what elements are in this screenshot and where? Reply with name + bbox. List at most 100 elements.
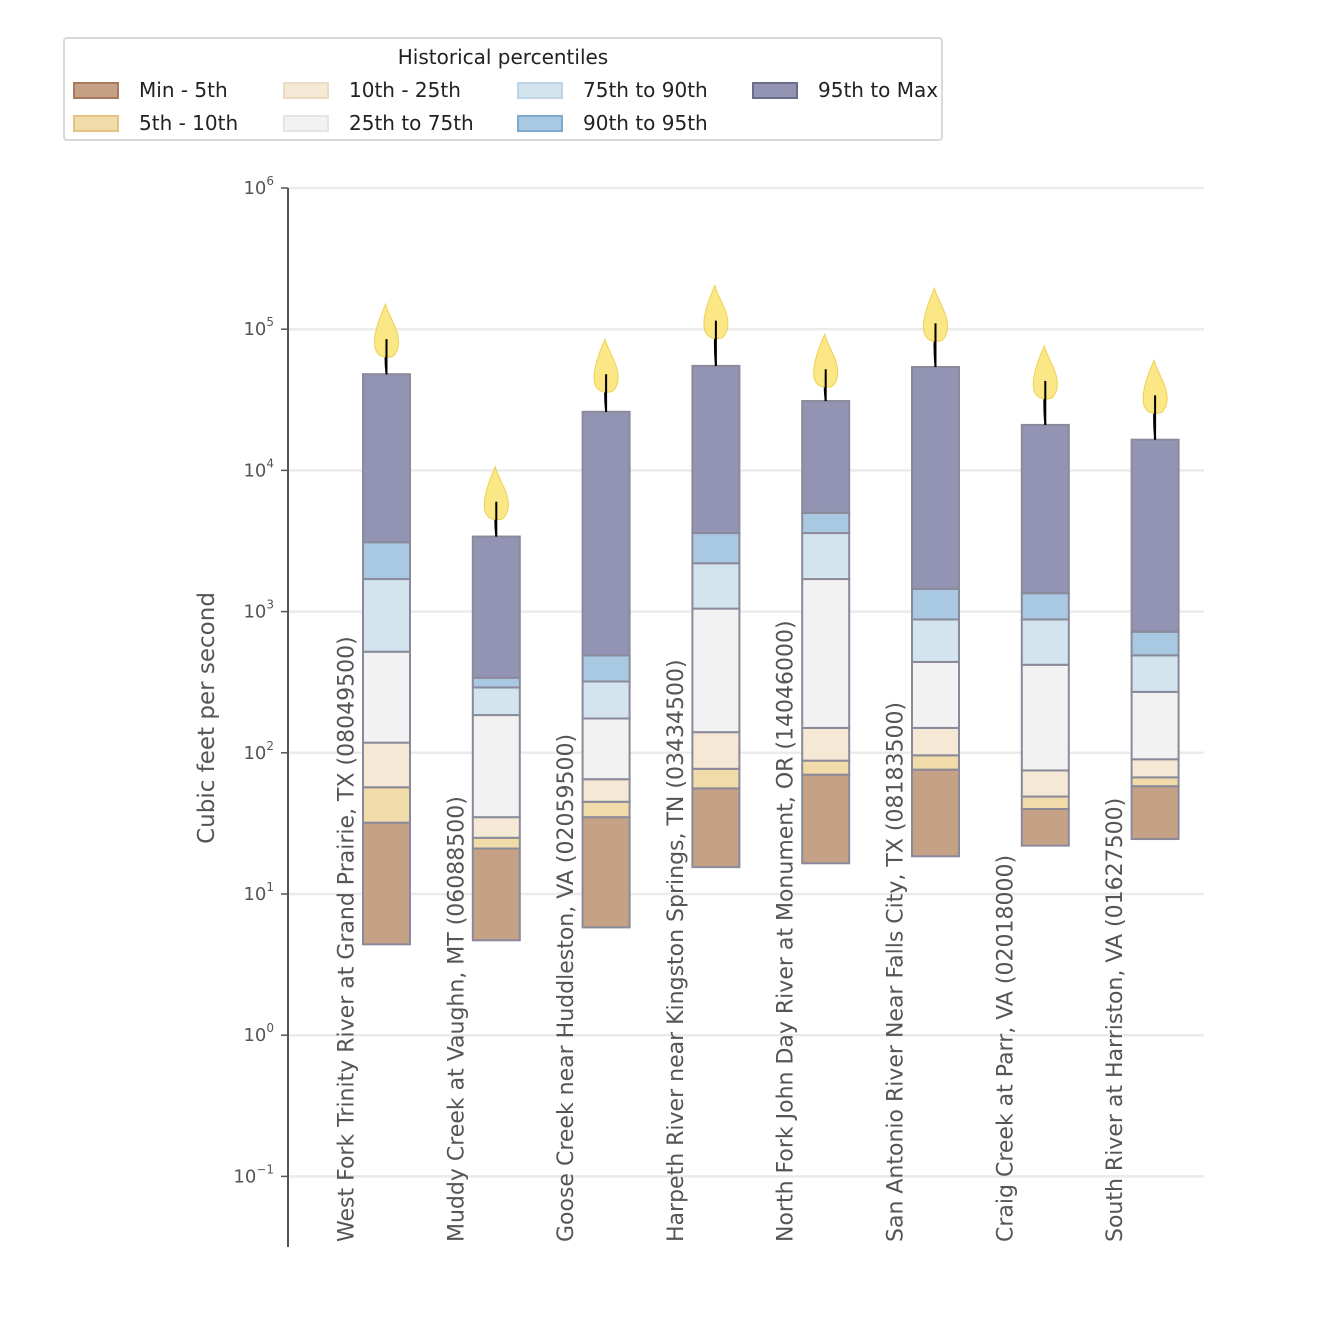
bar-segment <box>581 717 631 781</box>
bar-segment <box>801 578 851 729</box>
legend-label: 95th to Max <box>818 78 939 102</box>
legend-swatch <box>73 81 119 99</box>
bar-segment <box>911 618 960 663</box>
bar-segment <box>1130 776 1180 788</box>
bar-segment <box>911 754 960 771</box>
bar-segment <box>581 800 631 819</box>
legend: Historical percentiles Min - 5th 5th - 1… <box>63 37 943 141</box>
candle-flame <box>813 332 839 388</box>
bar-segment <box>1130 438 1180 633</box>
legend-swatch <box>752 81 798 99</box>
bar-segment <box>362 578 411 653</box>
category-label: Goose Creek near Huddleston, VA (0205950… <box>554 734 579 1242</box>
bar-segment <box>471 535 521 679</box>
bar-segment <box>1130 654 1180 693</box>
legend-label: 5th - 10th <box>139 111 239 135</box>
y-tick-label: 10−1 <box>233 1162 274 1187</box>
bar-segment <box>691 364 741 535</box>
bar-segment <box>471 847 521 942</box>
bar-segment <box>801 511 851 535</box>
bar-segment <box>1130 630 1180 657</box>
bar-segment <box>1020 663 1070 772</box>
y-tick-label: 104 <box>243 456 274 481</box>
bar-segment <box>801 759 851 776</box>
bar-segment <box>362 821 411 946</box>
bar-segment <box>362 650 411 744</box>
bar-segment <box>1020 795 1070 810</box>
legend-swatch <box>283 114 329 132</box>
legend-swatch <box>517 81 563 99</box>
bar-segment <box>691 562 741 610</box>
bar-segment <box>801 400 851 514</box>
bar-segment <box>581 680 631 720</box>
bar-segment <box>1130 758 1180 779</box>
bar-segment <box>471 816 521 839</box>
category-label: San Antonio River Near Falls City, TX (0… <box>884 702 909 1242</box>
legend-swatch <box>283 81 329 99</box>
y-axis-label: Cubic feet per second <box>194 592 220 844</box>
bar-segment <box>801 532 851 581</box>
bar-segment <box>581 816 631 929</box>
bar-segment <box>1130 690 1180 761</box>
legend-swatch <box>73 114 119 132</box>
bar-segment <box>1130 785 1180 841</box>
y-tick-label: 105 <box>243 315 274 340</box>
category-label: South River at Harriston, VA (01627500) <box>1103 798 1128 1242</box>
candle-flame <box>374 302 400 358</box>
category-label: Craig Creek at Parr, VA (02018000) <box>993 855 1018 1242</box>
candle-flame <box>483 465 509 521</box>
legend-item-min-5th: Min - 5th <box>73 78 228 102</box>
candle-flame <box>923 286 949 342</box>
bar-segment <box>471 714 521 819</box>
legend-item-5th-10th: 5th - 10th <box>73 111 238 135</box>
bar-segment <box>1020 769 1070 798</box>
bar-segment <box>801 773 851 865</box>
category-label: North Fork John Day River at Monument, O… <box>774 620 799 1242</box>
legend-item-25th-75th: 25th to 75th <box>283 111 474 135</box>
candle-flame <box>1032 344 1058 400</box>
bar-segment <box>1020 423 1070 595</box>
category-label: Harpeth River near Kingston Springs, TN … <box>664 659 689 1242</box>
bar-segment <box>1020 618 1070 666</box>
legend-swatch <box>517 114 563 132</box>
y-tick-label: 103 <box>243 598 274 623</box>
bar-segment <box>691 532 741 565</box>
category-label: Muddy Creek at Vaughn, MT (06088500) <box>444 796 469 1242</box>
bar-segment <box>471 686 521 717</box>
legend-label: 75th to 90th <box>583 78 708 102</box>
bar-segment <box>471 676 521 689</box>
bar-segment <box>691 767 741 790</box>
bar-segment <box>911 587 960 621</box>
legend-label: Min - 5th <box>139 78 228 102</box>
bar-segment <box>911 726 960 757</box>
bar-segment <box>1020 807 1070 847</box>
bar-segment <box>362 741 411 789</box>
legend-label: 25th to 75th <box>349 111 474 135</box>
legend-label: 90th to 95th <box>583 111 708 135</box>
bar-segment <box>911 365 960 590</box>
bar-segment <box>581 654 631 683</box>
category-label: West Fork Trinity River at Grand Prairie… <box>335 636 360 1242</box>
legend-item-90th-95th: 90th to 95th <box>517 111 708 135</box>
bar-segment <box>691 787 741 869</box>
candle-flame <box>1142 358 1168 414</box>
bar-segment <box>471 836 521 850</box>
y-tick-label: 106 <box>243 174 274 199</box>
bar-segment <box>1020 592 1070 621</box>
legend-title: Historical percentiles <box>397 45 609 69</box>
bar-segment <box>362 541 411 581</box>
bar-segment <box>581 778 631 803</box>
candle-flame <box>703 284 729 340</box>
bar-segment <box>911 768 960 858</box>
bar-segment <box>581 410 631 657</box>
bar-segment <box>362 373 411 544</box>
candle-flame <box>593 337 619 393</box>
y-tick-label: 102 <box>243 739 274 764</box>
legend-item-10th-25th: 10th - 25th <box>283 78 461 102</box>
legend-item-75th-90th: 75th to 90th <box>517 78 708 102</box>
legend-item-95th-max: 95th to Max <box>752 78 938 102</box>
bar-segment <box>801 726 851 762</box>
legend-label: 10th - 25th <box>349 78 461 102</box>
bar-segment <box>362 786 411 824</box>
